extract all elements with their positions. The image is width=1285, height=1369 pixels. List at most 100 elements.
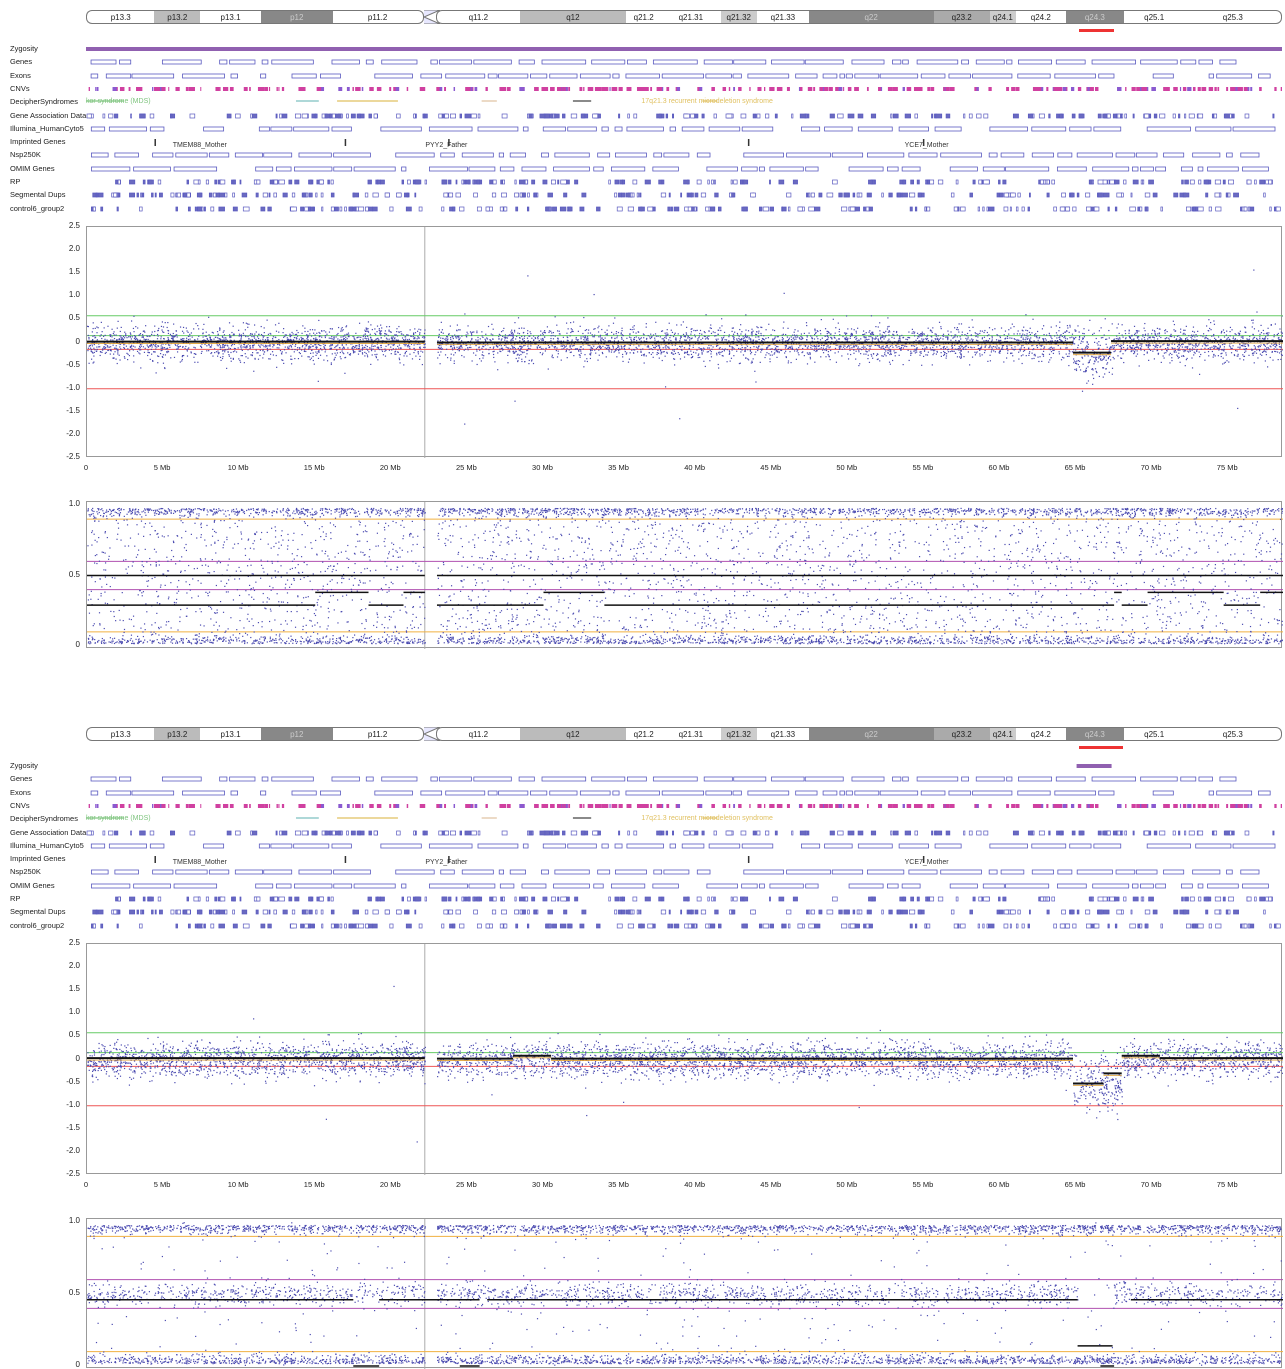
probe-point <box>164 338 165 339</box>
probe-point <box>301 356 302 357</box>
track-label[interactable]: control6_group2 <box>10 204 64 213</box>
probe-point <box>794 329 795 330</box>
probe-point <box>756 347 757 348</box>
probe-point <box>983 340 984 341</box>
track-nsp250k[interactable] <box>86 151 1282 160</box>
probe-point <box>228 354 229 355</box>
track-label[interactable]: Imprinted Genes <box>10 137 65 146</box>
track-gene-association-data[interactable] <box>86 112 1282 121</box>
probe-point <box>241 348 242 349</box>
decipher-syndrome-label[interactable]: 17q21.3 recurrent microdeletion syndrome <box>641 98 773 105</box>
probe-point <box>183 355 184 356</box>
track-zygosity[interactable] <box>86 45 1282 54</box>
probe-point <box>302 346 303 347</box>
probe-point <box>147 352 148 353</box>
probe-point <box>551 332 552 333</box>
track-label[interactable]: Zygosity <box>10 44 38 53</box>
band-q25-3[interactable]: q25.3 <box>1185 10 1282 24</box>
track-label[interactable]: OMIM Genes <box>10 164 55 173</box>
band-q24-2[interactable]: q24.2 <box>1016 10 1066 24</box>
probe-point <box>362 352 363 353</box>
probe-point <box>864 347 865 348</box>
band-q23-2[interactable]: q23.2 <box>934 10 990 24</box>
log2-ratio-plot[interactable] <box>86 226 1282 457</box>
probe-point <box>1214 338 1215 339</box>
probe-point <box>1181 356 1182 357</box>
probe-point <box>916 349 917 350</box>
probe-point <box>360 350 361 351</box>
probe-point <box>856 331 857 332</box>
probe-point <box>685 352 686 353</box>
probe-point <box>1035 355 1036 356</box>
band-q21-32[interactable]: q21.32 <box>721 10 758 24</box>
probe-point <box>1245 351 1246 352</box>
probe-point <box>599 355 600 356</box>
band-q12[interactable]: q12 <box>520 10 627 24</box>
track-label[interactable]: Illumina_HumanCyto5 <box>10 124 84 133</box>
probe-point <box>1020 349 1021 350</box>
track-control6-group2[interactable] <box>86 205 1282 214</box>
probe-point <box>1206 325 1207 326</box>
band-q22[interactable]: q22 <box>809 10 934 24</box>
probe-point <box>865 354 866 355</box>
probe-point <box>701 334 702 335</box>
decipher-syndrome-label[interactable]: kor syndrome (MDS) <box>86 98 151 105</box>
band-q25-1[interactable]: q25.1 <box>1124 10 1185 24</box>
probe-point <box>548 332 549 333</box>
probe-point <box>818 349 819 350</box>
probe-point <box>168 333 169 334</box>
probe-point <box>1273 336 1274 337</box>
track-cnvs[interactable] <box>86 85 1282 94</box>
band-q24-1[interactable]: q24.1 <box>990 10 1016 24</box>
probe-point <box>469 347 470 348</box>
track-label[interactable]: Segmental Dups <box>10 190 65 199</box>
probe-point <box>1113 357 1114 358</box>
probe-point <box>942 338 943 339</box>
track-label[interactable]: Nsp250K <box>10 150 41 159</box>
band-q11-2[interactable]: q11.2 <box>436 10 520 24</box>
track-label[interactable]: Gene Association Data <box>10 111 86 120</box>
imprinted-gene-label[interactable]: YCE7_Mother <box>905 142 949 149</box>
band-q24-3[interactable]: q24.3 <box>1066 10 1124 24</box>
band-q21-2[interactable]: q21.2 <box>626 10 661 24</box>
probe-point <box>372 348 373 349</box>
probe-point <box>1182 346 1183 347</box>
probe-point <box>524 345 525 346</box>
probe-point <box>783 338 784 339</box>
probe-point <box>954 327 955 328</box>
probe-point <box>252 347 253 348</box>
band-p13-3[interactable]: p13.3 <box>86 10 154 24</box>
probe-point <box>996 348 997 349</box>
track-illumina-humancyto5[interactable] <box>86 125 1282 134</box>
track-exons[interactable] <box>86 72 1282 81</box>
band-p12[interactable]: p12 <box>261 10 333 24</box>
probe-point <box>1183 333 1184 334</box>
probe-point <box>187 348 188 349</box>
probe-point <box>1149 343 1150 344</box>
imprinted-gene-label[interactable]: TMEM88_Mother <box>173 142 227 149</box>
probe-point <box>299 348 300 349</box>
track-segmental-dups[interactable] <box>86 191 1282 200</box>
band-p11-2[interactable]: p11.2 <box>333 10 424 24</box>
imprinted-gene-label[interactable]: PYY2_Father <box>425 142 467 149</box>
probe-point <box>578 351 579 352</box>
probe-point <box>1098 361 1099 362</box>
track-label[interactable]: Exons <box>10 71 31 80</box>
track-imprinted-genes[interactable] <box>86 138 1282 147</box>
track-genes[interactable] <box>86 58 1282 67</box>
track-label[interactable]: CNVs <box>10 84 30 93</box>
track-label[interactable]: DecipherSyndromes <box>10 97 78 106</box>
track-omim-genes[interactable] <box>86 165 1282 174</box>
band-p13-1[interactable]: p13.1 <box>200 10 261 24</box>
probe-point <box>379 328 380 329</box>
band-q21-33[interactable]: q21.33 <box>757 10 809 24</box>
probe-point <box>1137 353 1138 354</box>
band-q21-31[interactable]: q21.31 <box>661 10 720 24</box>
band-p13-2[interactable]: p13.2 <box>154 10 200 24</box>
track-label[interactable]: Genes <box>10 57 32 66</box>
probe-point <box>127 348 128 349</box>
track-rp[interactable] <box>86 178 1282 187</box>
probe-point <box>224 334 225 335</box>
track-label[interactable]: RP <box>10 177 20 186</box>
